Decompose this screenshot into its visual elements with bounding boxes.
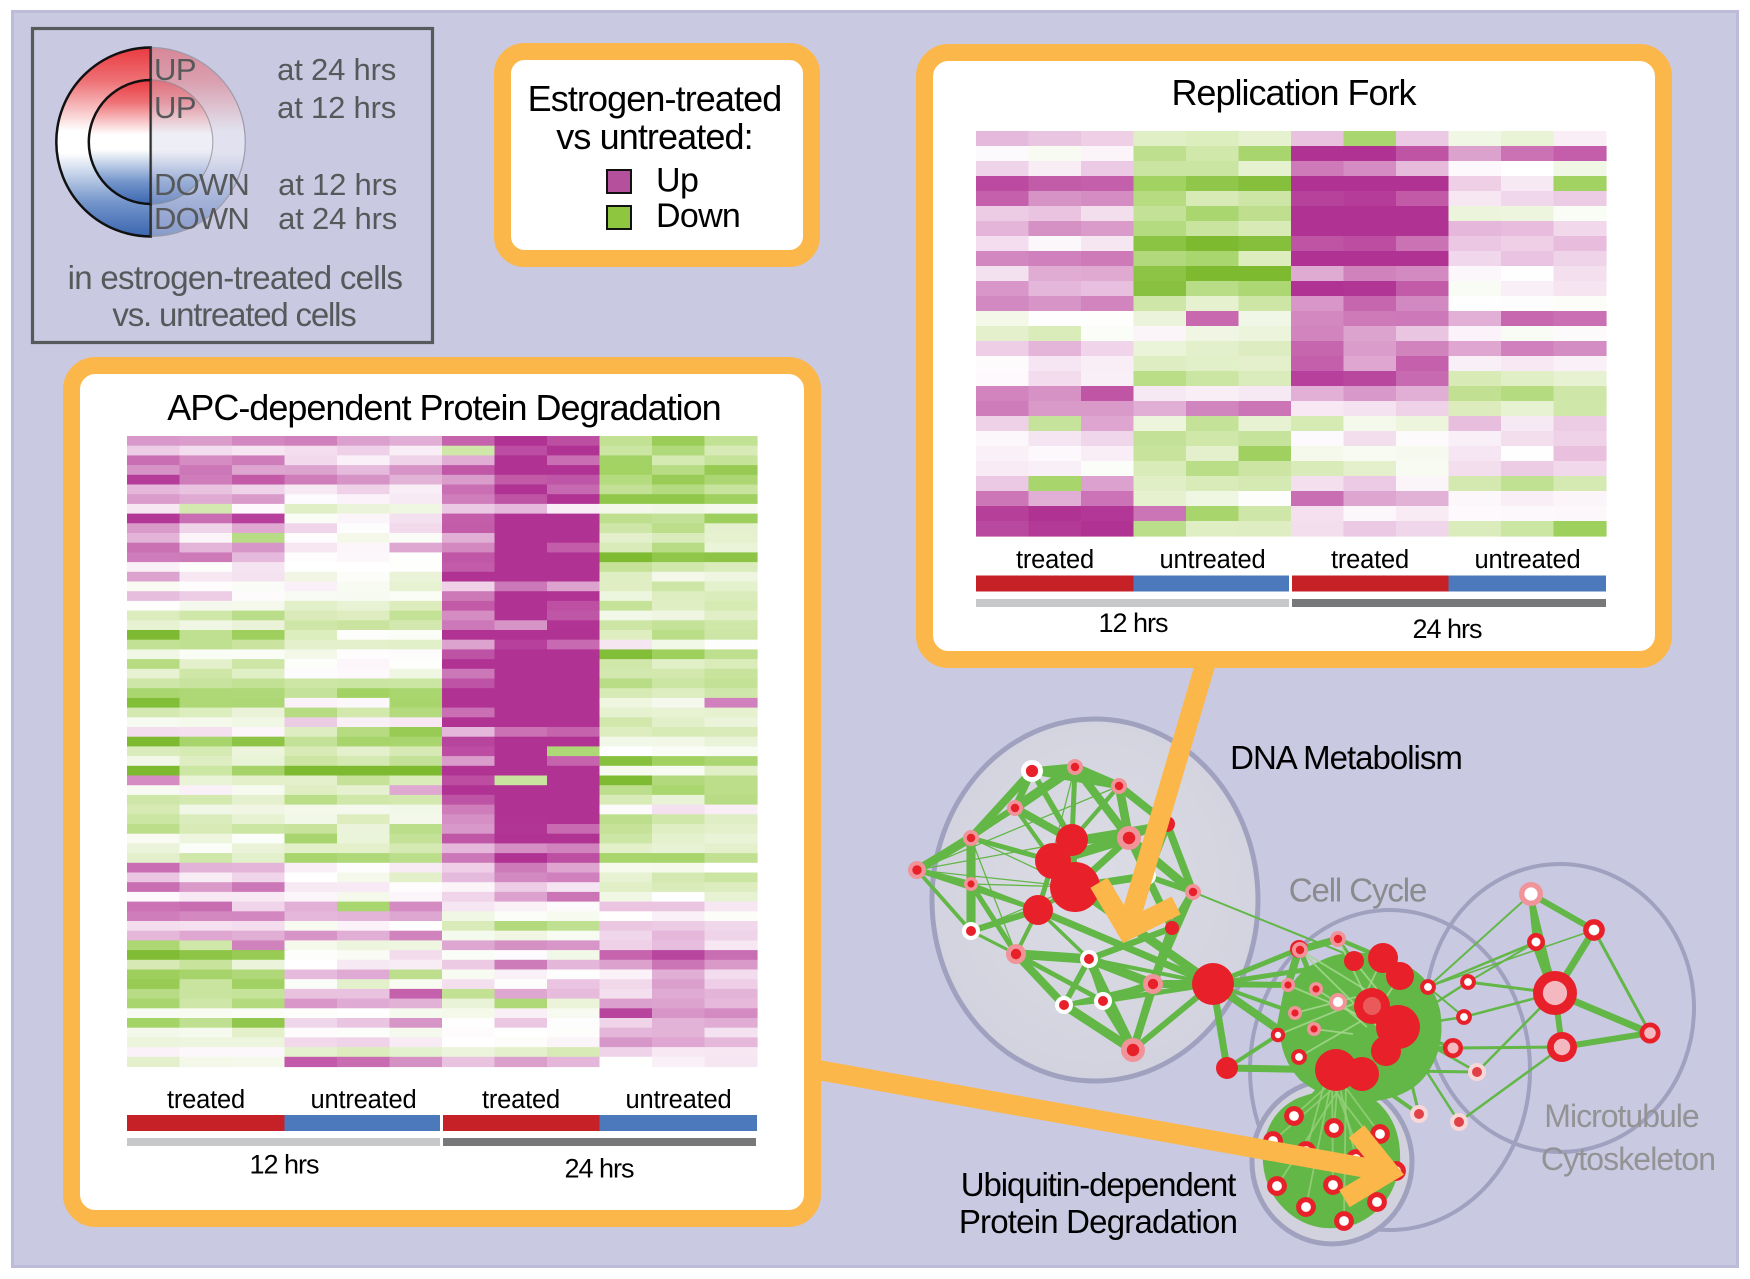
svg-text:vs untreated:: vs untreated: bbox=[556, 116, 752, 157]
svg-text:at 24 hrs: at 24 hrs bbox=[277, 52, 396, 87]
svg-text:treated: treated bbox=[1016, 546, 1094, 574]
svg-text:DOWN: DOWN bbox=[154, 201, 249, 236]
svg-text:at 12 hrs: at 12 hrs bbox=[278, 167, 397, 202]
svg-text:treated: treated bbox=[167, 1086, 245, 1114]
svg-text:treated: treated bbox=[482, 1086, 560, 1114]
svg-text:24 hrs: 24 hrs bbox=[564, 1154, 634, 1184]
svg-text:untreated: untreated bbox=[311, 1086, 417, 1114]
svg-text:12 hrs: 12 hrs bbox=[1098, 608, 1168, 638]
svg-text:Cell Cycle: Cell Cycle bbox=[1289, 872, 1427, 909]
svg-text:Microtubule: Microtubule bbox=[1544, 1098, 1699, 1134]
svg-text:APC-dependent Protein Degradat: APC-dependent Protein Degradation bbox=[167, 387, 720, 428]
svg-text:at 24 hrs: at 24 hrs bbox=[278, 201, 397, 236]
svg-text:untreated: untreated bbox=[1160, 546, 1266, 574]
svg-text:Replication Fork: Replication Fork bbox=[1171, 72, 1417, 113]
svg-text:at 12 hrs: at 12 hrs bbox=[277, 90, 396, 125]
svg-text:in estrogen-treated cells: in estrogen-treated cells bbox=[68, 259, 403, 296]
svg-text:untreated: untreated bbox=[626, 1086, 732, 1114]
svg-text:Estrogen-treated: Estrogen-treated bbox=[528, 78, 782, 119]
svg-text:DOWN: DOWN bbox=[154, 167, 249, 202]
svg-text:treated: treated bbox=[1331, 546, 1409, 574]
svg-text:Up: Up bbox=[656, 162, 698, 200]
svg-text:Down: Down bbox=[656, 197, 740, 235]
svg-text:12 hrs: 12 hrs bbox=[249, 1150, 319, 1180]
svg-text:UP: UP bbox=[154, 90, 196, 125]
svg-text:untreated: untreated bbox=[1475, 546, 1581, 574]
svg-text:UP: UP bbox=[154, 52, 196, 87]
svg-text:Ubiquitin-dependent: Ubiquitin-dependent bbox=[961, 1166, 1236, 1203]
svg-text:Cytoskeleton: Cytoskeleton bbox=[1541, 1141, 1715, 1177]
svg-text:DNA Metabolism: DNA Metabolism bbox=[1230, 739, 1462, 776]
svg-text:vs. untreated cells: vs. untreated cells bbox=[112, 296, 356, 333]
svg-text:24 hrs: 24 hrs bbox=[1412, 614, 1482, 644]
svg-text:Protein Degradation: Protein Degradation bbox=[959, 1203, 1237, 1240]
